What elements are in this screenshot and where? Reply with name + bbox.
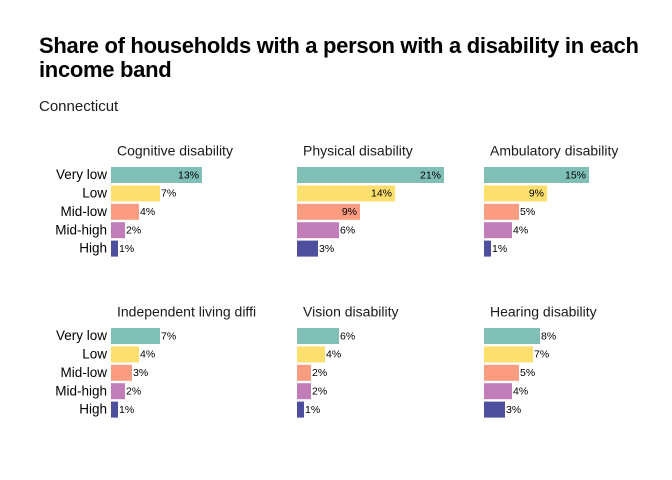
value-label: 4% [326,349,341,361]
value-label: 5% [520,206,535,218]
bar-low [111,185,160,202]
bar-high [297,240,318,257]
bar-mid-high [297,222,339,239]
bar-low [111,346,139,363]
value-label: 1% [492,243,507,255]
facet-hearing-disability: Hearing disability 8% 7% 5% 4% 3% [484,304,597,418]
value-label: 9% [342,206,357,218]
value-label: 7% [161,188,176,200]
category-label-mid-low: Mid-low [60,204,107,219]
bar-mid-high [297,383,311,400]
bar-very-low [484,167,589,183]
facet-physical-disability: Physical disability 21% 14% 9% 6% 3% [297,143,444,257]
facet-cognitive-disability: Cognitive disability 13%7% 4% 2% 1% [111,143,233,257]
value-label: 1% [305,404,320,416]
bar-very-low [297,328,339,344]
value-label: 2% [312,367,327,379]
value-label: 4% [513,385,528,397]
value-label: 7% [534,349,549,361]
category-label-very-low: Very low [56,167,107,182]
value-label: 5% [520,367,535,379]
facet-title: Hearing disability [490,304,597,320]
value-label: 2% [126,224,141,236]
bar-mid-low [111,203,139,220]
facet-ambulatory-disability: Ambulatory disability 15% 9% 5% 4% 1% [484,143,618,257]
facet-title: Independent living diffi [117,304,256,320]
value-label: 15% [565,169,586,181]
bar-low [297,185,395,202]
category-label-low: Low [82,185,107,200]
bar-high [111,401,118,418]
bar-low [484,346,533,363]
facet-title: Ambulatory disability [490,143,618,159]
bar-high [484,401,505,418]
value-label: 7% [161,330,176,342]
bar-mid-low [111,364,132,381]
category-label-very-low: Very low [56,328,107,343]
category-label-mid-low: Mid-low [60,365,107,380]
bar-mid-low [484,203,519,220]
value-label: 4% [513,224,528,236]
value-label: 2% [126,385,141,397]
bar-very-low [484,328,540,344]
bar-high [484,240,491,257]
value-label: 3% [506,404,521,416]
value-label: 3% [133,367,148,379]
value-label: 2% [312,385,327,397]
bar-high [111,240,118,257]
value-label: 3% [319,243,334,255]
bar-mid-high [111,222,125,239]
facet-title: Cognitive disability [117,143,233,159]
bar-very-low [111,167,202,183]
value-label: 4% [140,206,155,218]
facet-vision-disability: Vision disability 6% 4% 2% 2% 1% [297,304,398,418]
bar-mid-low [297,203,360,220]
value-label: 6% [340,330,355,342]
bar-high [297,401,304,418]
value-label: 8% [541,330,556,342]
value-label: 9% [529,188,544,200]
facet-independent-living-diffi: Independent living diffi 7% 4% 3% 2% 1% [111,304,256,418]
bar-very-low [297,167,444,183]
value-label: 14% [371,188,392,200]
bar-mid-high [111,383,125,400]
value-label: 21% [420,169,441,181]
bar-mid-high [484,222,512,239]
value-label: 1% [119,243,134,255]
value-label: 6% [340,224,355,236]
category-label-high: High [79,241,107,256]
chart-subtitle: Connecticut [39,98,119,115]
bar-low [484,185,547,202]
bar-mid-high [484,383,512,400]
bar-mid-low [297,364,311,381]
bar-mid-low [484,364,519,381]
chart-title: Share of households with a person with a… [39,33,639,82]
facet-title: Vision disability [303,304,398,320]
value-label: 13% [178,169,199,181]
category-label-low: Low [82,346,107,361]
bar-low [297,346,325,363]
category-label-high: High [79,402,107,417]
facet-title: Physical disability [303,143,413,159]
category-label-mid-high: Mid-high [55,222,107,237]
bar-very-low [111,328,160,344]
value-label: 1% [119,404,134,416]
category-label-mid-high: Mid-high [55,383,107,398]
value-label: 4% [140,349,155,361]
